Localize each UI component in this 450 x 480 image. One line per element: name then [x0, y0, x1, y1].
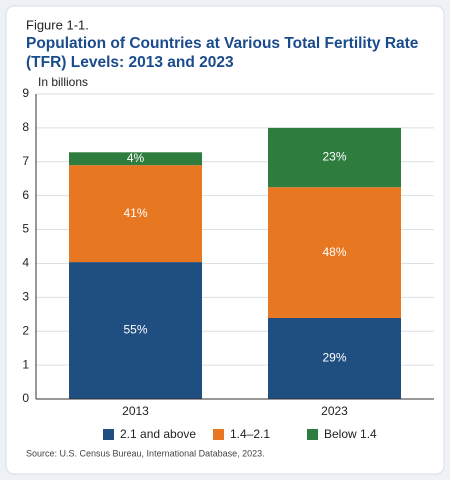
legend-swatch	[103, 429, 114, 440]
y-tick-label: 6	[22, 188, 29, 202]
y-tick-label: 9	[22, 86, 29, 100]
legend-label: 2.1 and above	[120, 427, 196, 441]
y-tick-label: 0	[22, 391, 29, 405]
legend-swatch	[307, 429, 318, 440]
legend-label: Below 1.4	[324, 427, 377, 441]
x-tick-label: 2023	[321, 404, 348, 418]
segment-label: 23%	[322, 150, 346, 164]
segment-label: 41%	[123, 206, 147, 220]
chart-title: Population of Countries at Various Total…	[26, 35, 419, 52]
bar-segment	[69, 262, 202, 399]
bar-segment	[69, 152, 202, 166]
segment-label: 29%	[322, 351, 346, 365]
y-axis-label: In billions	[38, 75, 88, 89]
source: Source: U.S. Census Bureau, Internationa…	[26, 448, 265, 458]
y-tick-label: 5	[22, 222, 29, 236]
y-tick-label: 7	[22, 154, 29, 168]
y-tick-label: 3	[22, 290, 29, 304]
legend-label: 1.4–2.1	[230, 427, 270, 441]
bar-segment	[268, 187, 401, 319]
y-tick-label: 4	[22, 256, 29, 270]
legend-swatch	[213, 429, 224, 440]
segment-label: 55%	[123, 323, 147, 337]
y-tick-label: 2	[22, 323, 29, 337]
x-tick-label: 2013	[122, 404, 149, 418]
bar-segment	[268, 127, 401, 188]
chart-title: (TFR) Levels: 2013 and 2023	[26, 54, 234, 71]
y-tick-label: 1	[22, 357, 29, 371]
y-tick-label: 8	[22, 120, 29, 134]
figure-label: Figure 1-1.	[26, 17, 89, 32]
bar-segment	[268, 318, 401, 399]
bar-segment	[69, 165, 202, 263]
segment-label: 48%	[322, 245, 346, 259]
segment-label: 4%	[127, 151, 145, 165]
